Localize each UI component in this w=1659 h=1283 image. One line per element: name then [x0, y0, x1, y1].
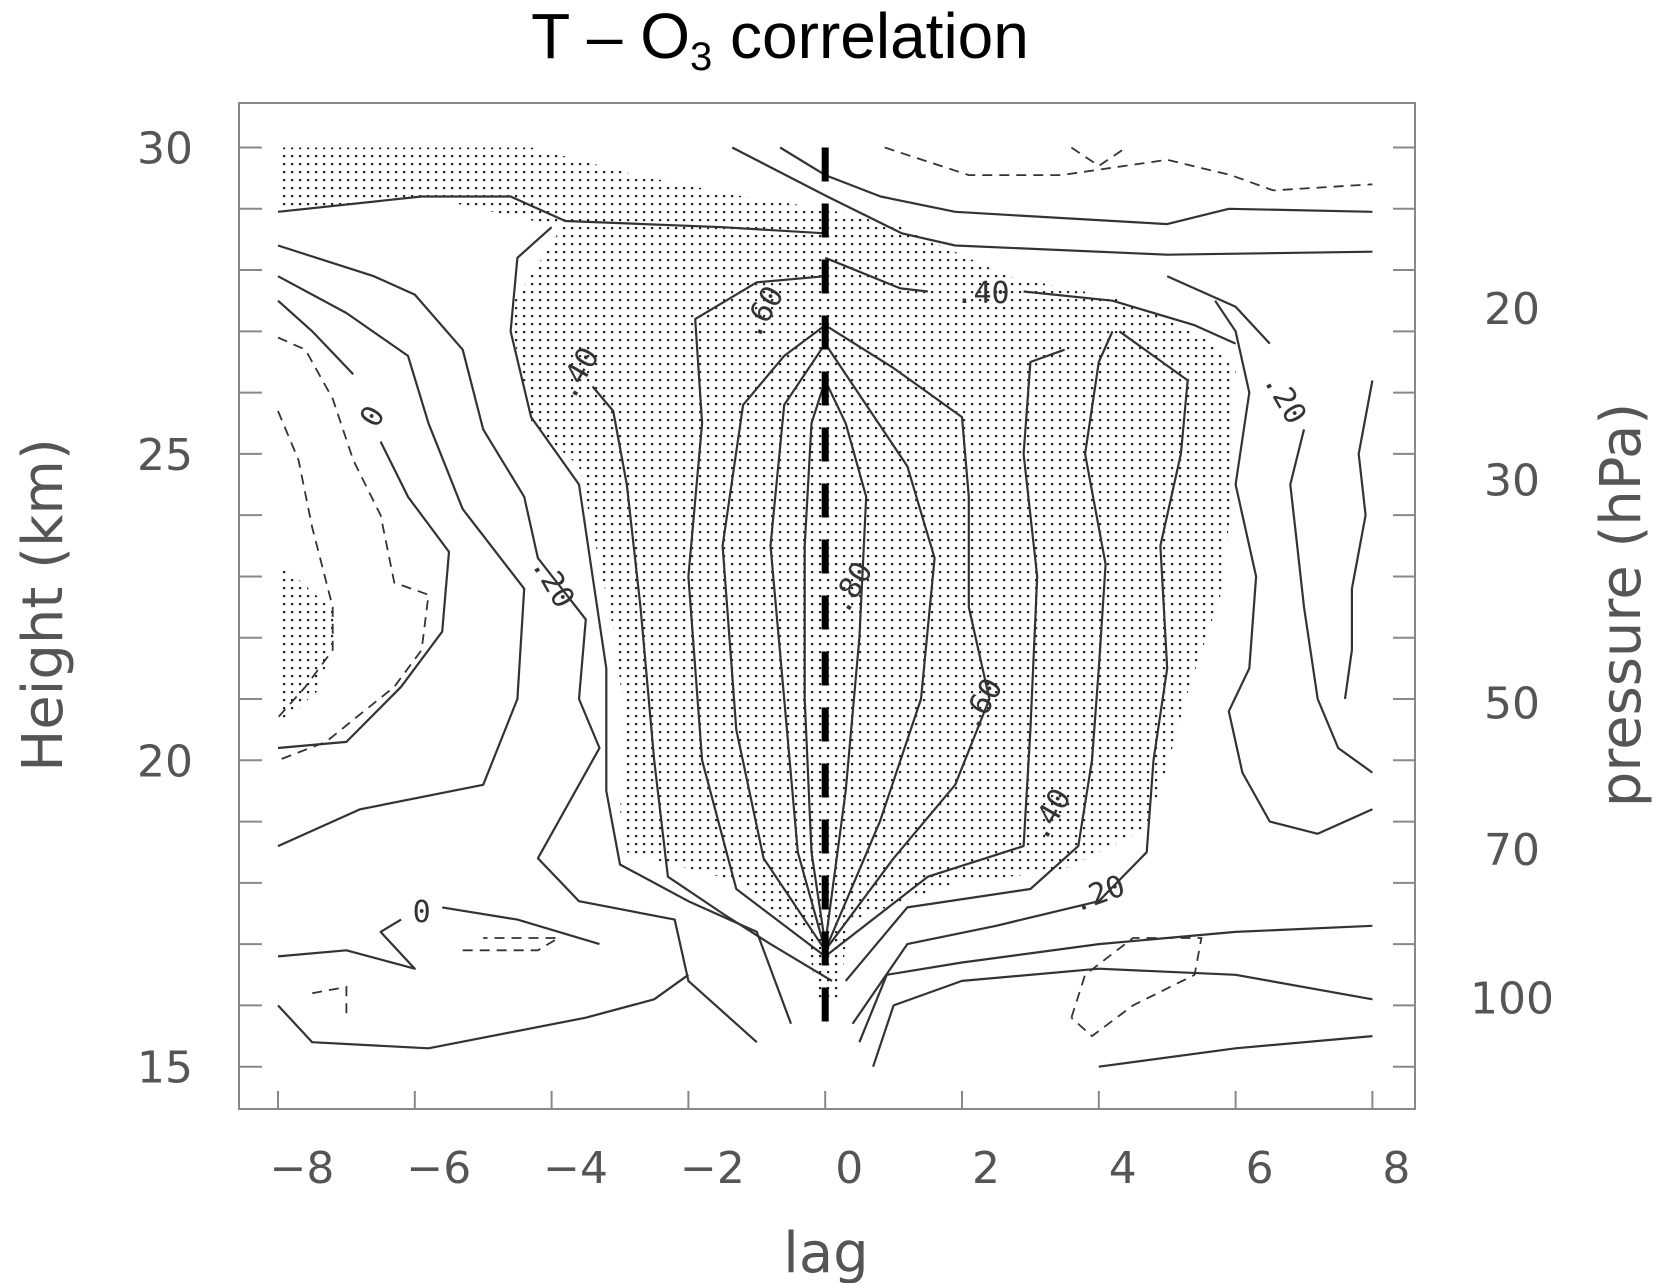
contour-line-solid: [721, 324, 991, 951]
y-axis-right-label: pressure (hPa): [1589, 403, 1654, 807]
contour-line-dashed: [1070, 146, 1127, 167]
x-tick-label: −8: [270, 1143, 335, 1194]
contour-line-solid: [851, 330, 1189, 1025]
contour-line-solid: [1098, 1035, 1373, 1068]
x-tick-label: 6: [1246, 1143, 1274, 1194]
stippled-region: [281, 147, 1236, 1000]
contour-line-solid: [844, 330, 1114, 982]
stipple-layer: [281, 147, 1236, 1000]
contour-label: .20: [524, 550, 581, 614]
contour-line-solid: [277, 299, 354, 375]
x-tick-label: −2: [680, 1143, 745, 1194]
contour-line-solid: [1214, 300, 1373, 835]
contour-line-dashed: [312, 985, 348, 1018]
contour-label: 0: [353, 400, 392, 433]
y-axis-label: Height (km): [11, 438, 76, 772]
contour-label: .40: [955, 276, 1009, 311]
contour-line-solid: [277, 195, 826, 235]
contour-line-dashed: [277, 410, 334, 719]
title-suffix: correlation: [712, 0, 1029, 72]
contour-line-dashed: [1070, 937, 1203, 1038]
contour-line-solid: [779, 146, 1373, 226]
contour-line-solid: [1166, 275, 1271, 345]
contour-line-dashed: [884, 146, 1373, 192]
contour-label: 0: [413, 895, 431, 930]
contour-line-solid: [769, 342, 936, 951]
pressure-tick-label: 70: [1484, 825, 1540, 876]
x-tick-label: 2: [972, 1143, 1000, 1194]
contour-line-solid: [858, 924, 1373, 1043]
x-tick-label: 0: [835, 1143, 863, 1194]
stippled-region: [281, 564, 340, 724]
contour-line-solid: [591, 385, 833, 982]
pressure-tick-label: 20: [1484, 284, 1540, 335]
x-tick-label: −4: [543, 1143, 608, 1194]
contour-line-solid: [1343, 380, 1374, 700]
pressure-tick-label: 50: [1484, 679, 1540, 730]
contour-line-solid: [687, 275, 826, 958]
contour-line-solid: [277, 918, 416, 970]
plot-frame: [238, 102, 1416, 1110]
contour-line-dashed: [462, 937, 562, 952]
contour-line-dashed: [277, 336, 430, 762]
x-tick-label: 4: [1109, 1143, 1137, 1194]
contour-line-solid: [1023, 290, 1237, 345]
y-tick-label: 30: [137, 124, 193, 175]
title-subscript: 3: [690, 35, 712, 79]
x-axis-label: lag: [783, 1221, 868, 1283]
y-tick-label: 25: [137, 430, 193, 481]
contour-label: .20: [1256, 366, 1313, 430]
chart-title: T – O3 correlation: [531, 0, 1029, 79]
contour-line-solid: [1289, 429, 1374, 774]
contour-line-solid: [277, 244, 758, 1044]
contour-line-solid: [731, 146, 1373, 256]
contour-line-solid: [872, 967, 1373, 1068]
contour-line-solid: [509, 226, 793, 1025]
pressure-tick-label: 100: [1470, 973, 1554, 1024]
x-tick-label: 8: [1382, 1143, 1410, 1194]
pressure-tick-label: 30: [1484, 456, 1540, 507]
contour-line-solid: [277, 441, 451, 750]
contour-line-solid: [277, 973, 690, 1050]
contour-label: .20: [1067, 868, 1130, 919]
contour-layer: [277, 146, 1374, 1068]
contour-line-solid: [442, 906, 600, 946]
axes-layer: −8 −6 −4 −2 0 2 4 6 8 15 20 25 30 20 30 50 70 100: [137, 124, 1554, 1195]
y-tick-label: 15: [137, 1043, 193, 1094]
x-tick-label: −6: [406, 1143, 471, 1194]
contour-line-solid: [824, 256, 928, 293]
y-tick-label: 20: [137, 736, 193, 787]
contour-line-solid: [824, 348, 1065, 958]
contour-line-solid: [277, 275, 526, 848]
